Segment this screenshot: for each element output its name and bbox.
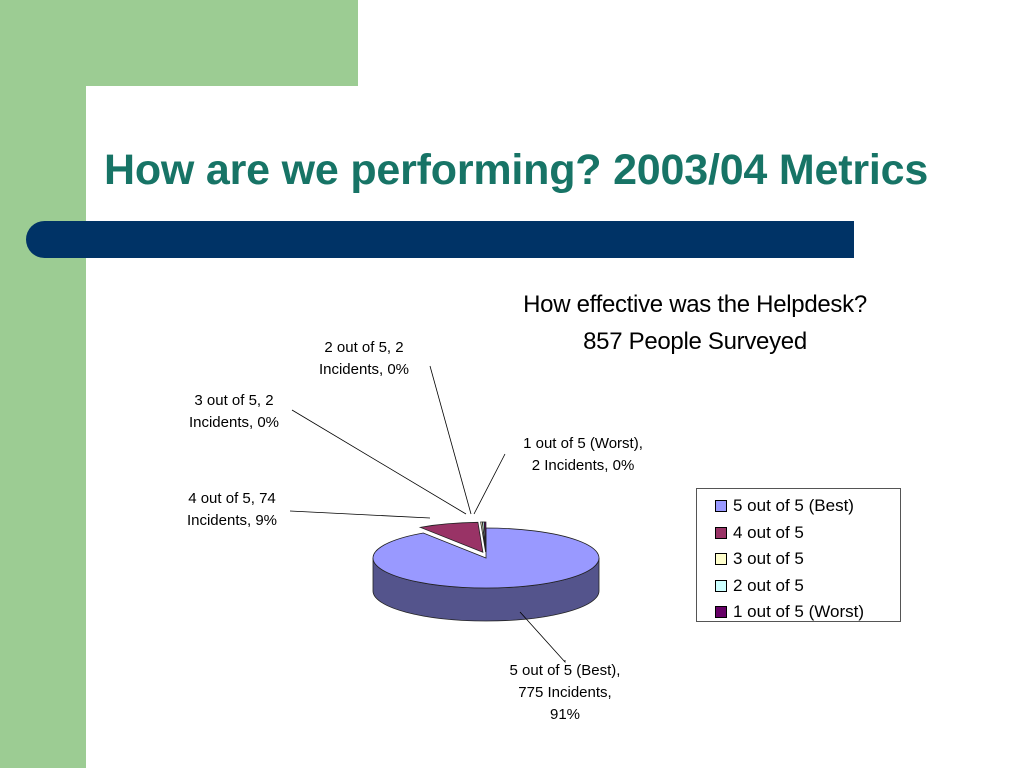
slice-label-line: 1 out of 5 (Worst), xyxy=(523,435,643,452)
slice-label-0: 5 out of 5 (Best), 775 Incidents, 91% xyxy=(490,660,640,726)
legend-swatch xyxy=(715,606,727,619)
slice-label-line: 5 out of 5 (Best), xyxy=(509,662,621,679)
content-panel xyxy=(86,86,1024,768)
title-underline-bar xyxy=(26,221,854,258)
leader-line-0 xyxy=(519,611,566,664)
chart-title-line-2: 857 People Surveyed xyxy=(583,328,807,355)
slice-label-line: 2 Incidents, 0% xyxy=(531,457,635,474)
legend-item: 1 out of 5 (Worst) xyxy=(715,599,900,626)
slice-label-line: Incidents, 0% xyxy=(318,361,410,378)
slice-label-line: 91% xyxy=(549,706,581,723)
slice-label-line: 4 out of 5, 74 xyxy=(188,490,276,507)
legend-item: 5 out of 5 (Best) xyxy=(715,493,900,520)
left-green-band xyxy=(0,0,86,768)
chart-legend: 5 out of 5 (Best) 4 out of 5 3 out of 5 2 o… xyxy=(696,488,901,622)
slide-title: How are we performing? 2003/04 Metrics xyxy=(104,146,929,194)
top-green-tab xyxy=(0,0,358,86)
legend-item: 4 out of 5 xyxy=(715,520,900,547)
slice-label-line: Incidents, 0% xyxy=(188,414,280,431)
pie-slice-0 xyxy=(372,527,600,589)
slice-label-2: 3 out of 5, 2 Incidents, 0% xyxy=(159,390,309,434)
slice-label-4: 1 out of 5 (Worst), 2 Incidents, 0% xyxy=(508,433,658,477)
legend-swatch xyxy=(715,526,727,539)
legend-swatch xyxy=(715,579,727,592)
slice-label-line: Incidents, 9% xyxy=(186,512,278,529)
legend-item: 3 out of 5 xyxy=(715,546,900,573)
legend-label: 3 out of 5 xyxy=(733,549,804,569)
chart-title: How effective was the Helpdesk? 857 Peop… xyxy=(440,286,950,360)
legend-swatch xyxy=(715,553,727,566)
pie-slice-4 xyxy=(483,521,487,553)
slice-label-1: 4 out of 5, 74 Incidents, 9% xyxy=(157,488,307,532)
leader-line-3 xyxy=(429,365,472,515)
chart-title-line-1: How effective was the Helpdesk? xyxy=(523,291,867,318)
leader-line-4 xyxy=(473,453,506,515)
slice-label-line: 775 Incidents, xyxy=(518,684,612,701)
slice-label-3: 2 out of 5, 2 Incidents, 0% xyxy=(289,337,439,381)
slice-label-line: 2 out of 5, 2 xyxy=(324,339,404,356)
leader-line-1 xyxy=(289,510,431,519)
slice-label-line: 3 out of 5, 2 xyxy=(194,392,274,409)
legend-label: 1 out of 5 (Worst) xyxy=(733,602,865,622)
legend-label: 5 out of 5 (Best) xyxy=(733,496,854,516)
legend-label: 4 out of 5 xyxy=(733,522,804,542)
legend-swatch xyxy=(715,500,727,513)
legend-item: 2 out of 5 xyxy=(715,573,900,600)
leader-line-2 xyxy=(291,409,467,515)
legend-label: 2 out of 5 xyxy=(733,575,804,595)
pie-slice-1 xyxy=(418,521,484,553)
